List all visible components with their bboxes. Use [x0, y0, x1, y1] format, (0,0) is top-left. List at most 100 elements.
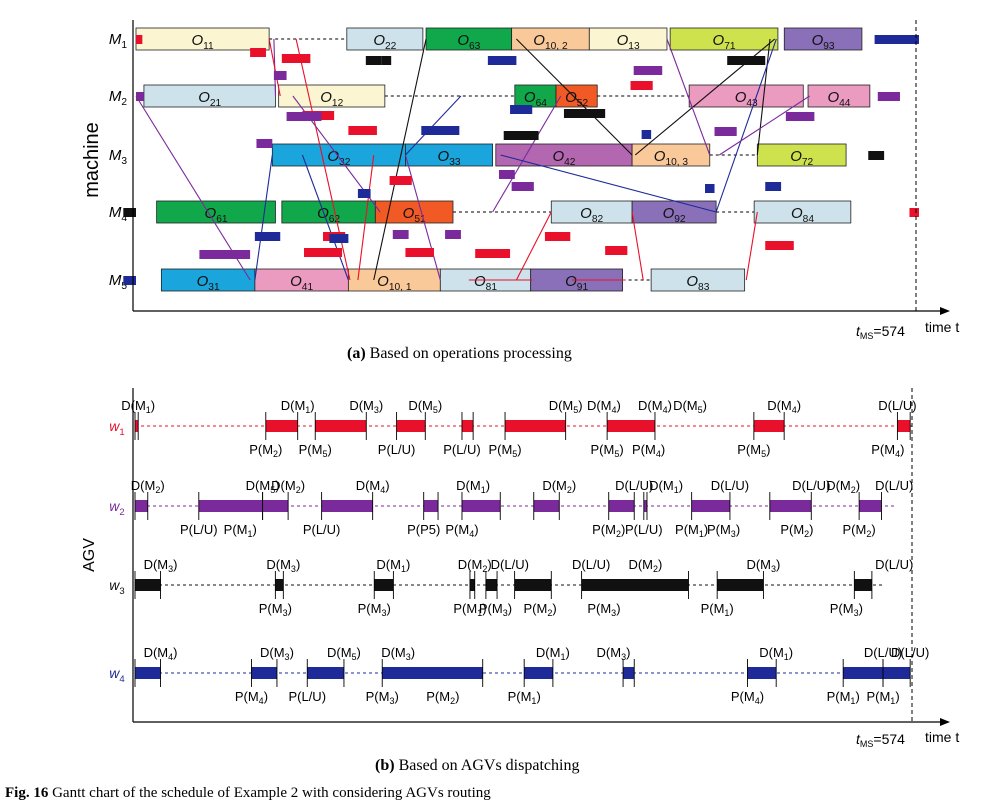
- agv-delivery-label: D(M5): [246, 478, 280, 495]
- operation-label: O32: [327, 148, 350, 168]
- agv-delivery-label: D(M2): [458, 557, 492, 574]
- transport-marker: [136, 35, 143, 44]
- operation-label: O43: [735, 89, 758, 109]
- operation-label: O11: [191, 32, 214, 52]
- operation-label: O52: [565, 89, 588, 109]
- transport-marker: [250, 48, 266, 57]
- operation-bar: [346, 27, 424, 51]
- agv-delivery-label: D(M2): [628, 557, 662, 574]
- agv-route-arrow: [405, 95, 462, 156]
- agv-pickup-label: P(M5): [737, 442, 770, 459]
- row-label-m1: M1: [109, 31, 128, 51]
- agv-row-label-w2: w2: [109, 498, 124, 518]
- operation-label: O84: [791, 205, 814, 225]
- agv-pickup-label: P(M2): [524, 601, 557, 618]
- agv-pickup-label: P(M3): [358, 601, 391, 618]
- transport-marker: [641, 130, 652, 139]
- agv-route-arrow: [492, 95, 562, 213]
- operation-label: O82: [580, 205, 603, 225]
- panel-b-tms-label: tMS=574: [856, 731, 905, 749]
- agv-pickup-label: P(M5): [488, 442, 521, 459]
- agv-task-bar: [135, 667, 161, 679]
- agv-task-bar: [581, 579, 689, 591]
- agv-task-bar: [897, 420, 911, 432]
- operation-label: O44: [827, 89, 850, 109]
- agv-route-arrow: [745, 211, 758, 281]
- agv-delivery-label: D(M5): [549, 398, 583, 415]
- agv-task-bar: [524, 667, 553, 679]
- agv-delivery-label: D(M3): [144, 557, 178, 574]
- agv-task-bar: [461, 420, 474, 432]
- panel-b-x-arrowhead: [940, 718, 950, 726]
- agv-route-arrow: [515, 211, 552, 281]
- agv-task-bar: [382, 667, 483, 679]
- agv-pickup-label: P(M2): [426, 689, 459, 706]
- agv-route-arrow: [404, 154, 441, 281]
- agv-delivery-label: D(M2): [271, 478, 305, 495]
- operation-bar: [156, 200, 276, 224]
- agv-delivery-label: D(L/U): [615, 478, 653, 493]
- operation-bar: [374, 200, 454, 224]
- agv-delivery-label: D(L/U): [891, 645, 929, 660]
- operation-bar: [555, 84, 598, 108]
- operation-label: O10, 1: [377, 273, 412, 293]
- agv-pickup-label: P(M4): [632, 442, 665, 459]
- operation-bar: [278, 84, 386, 108]
- agv-pickup-label: P(M2): [592, 522, 625, 539]
- transport-marker: [511, 182, 534, 191]
- agv-pickup-label: P(M1): [453, 601, 486, 618]
- operation-bar: [688, 84, 804, 108]
- operation-label: O92: [663, 205, 686, 225]
- agv-pickup-label: P(P5): [407, 522, 440, 537]
- agv-delivery-label: D(M5): [673, 398, 707, 415]
- operation-label: O41: [290, 273, 313, 293]
- agv-delivery-label: D(M1): [649, 478, 683, 495]
- operation-label: O83: [686, 273, 709, 293]
- agv-row-label-w1: w1: [109, 418, 124, 438]
- agv-task-bar: [643, 500, 647, 512]
- agv-delivery-label: D(M3): [381, 645, 415, 662]
- agv-route-arrow: [666, 38, 711, 156]
- agv-pickup-label: P(L/U): [625, 522, 663, 537]
- transport-marker: [630, 81, 653, 90]
- agv-delivery-label: D(M1): [281, 398, 315, 415]
- agv-delivery-label: D(M4): [587, 398, 621, 415]
- agv-delivery-label: D(L/U): [491, 557, 529, 572]
- transport-marker: [765, 182, 782, 191]
- operation-label: O63: [457, 32, 480, 52]
- agv-task-bar: [505, 420, 566, 432]
- agv-delivery-label: D(L/U): [572, 557, 610, 572]
- operation-label: O21: [198, 89, 221, 109]
- agv-task-bar: [859, 500, 882, 512]
- agv-pickup-label: P(M3): [830, 601, 863, 618]
- agv-delivery-label: D(M5): [408, 398, 442, 415]
- agv-task-bar: [717, 579, 764, 591]
- operation-label: O12: [320, 89, 343, 109]
- transport-marker: [714, 127, 737, 136]
- agv-task-bar: [265, 420, 298, 432]
- operation-label: O64: [524, 89, 547, 109]
- agv-task-bar: [461, 500, 501, 512]
- agv-delivery-label: D(M3): [349, 398, 383, 415]
- transport-marker: [304, 248, 343, 257]
- transport-marker: [421, 126, 460, 135]
- agv-pickup-label: P(M4): [731, 689, 764, 706]
- transport-marker: [329, 234, 349, 243]
- agv-delivery-label: D(M3): [266, 557, 300, 574]
- agv-task-bar: [135, 420, 139, 432]
- transport-marker: [605, 246, 628, 255]
- agv-pickup-label: P(L/U): [180, 522, 218, 537]
- agv-pickup-label: P(M3): [587, 601, 620, 618]
- transport-marker: [123, 208, 136, 217]
- operation-label: O10, 3: [654, 148, 689, 168]
- agv-pickup-label: P(L/U): [303, 522, 341, 537]
- transport-marker: [286, 112, 322, 121]
- agv-task-bar: [198, 500, 263, 512]
- agv-delivery-label: D(L/U): [864, 645, 902, 660]
- row-label-m5: M5: [109, 272, 128, 292]
- transport-marker: [705, 184, 715, 193]
- agv-task-bar: [843, 667, 884, 679]
- agv-task-bar: [307, 667, 344, 679]
- agv-route-arrow: [516, 38, 633, 156]
